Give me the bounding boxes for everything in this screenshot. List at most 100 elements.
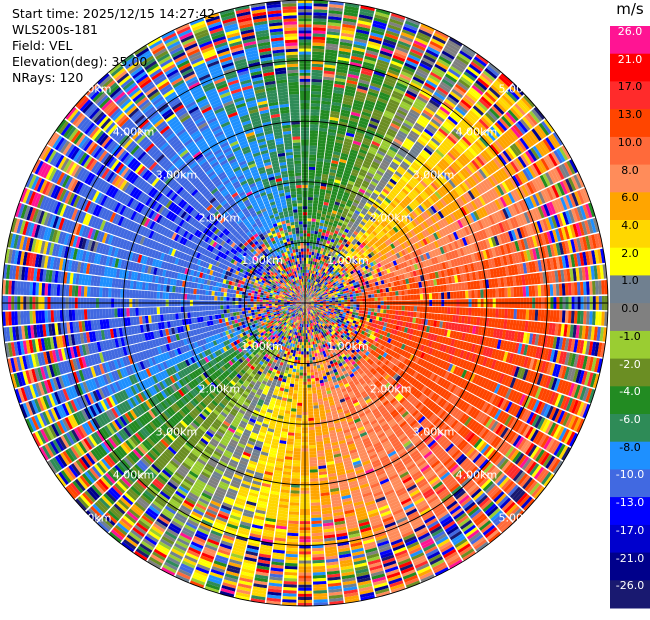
velocity-gate [358,290,362,293]
velocity-gate [501,309,505,319]
velocity-gate [308,191,313,194]
velocity-gate [332,299,335,301]
velocity-gate [332,304,335,306]
velocity-gate [332,305,335,307]
velocity-gate [341,298,344,300]
velocity-gate [375,305,378,309]
velocity-gate [353,299,356,302]
velocity-gate [308,197,313,200]
velocity-gate [429,307,432,313]
velocity-gate [307,221,311,224]
velocity-gate [314,188,320,192]
velocity-gate [316,222,320,226]
velocity-gate [311,255,314,258]
velocity-gate [353,307,356,310]
velocity-gate [312,218,316,222]
velocity-gate [307,224,311,227]
velocity-gate [313,203,318,207]
velocity-gate [347,309,350,312]
velocity-gate [510,309,514,319]
velocity-gate [416,312,420,318]
velocity-gate [314,231,318,235]
velocity-gate [344,308,347,310]
velocity-gate [311,103,321,107]
velocity-gate [308,258,310,261]
velocity-gate [317,238,321,242]
velocity-gate [313,206,318,209]
velocity-gate [507,309,511,319]
velocity-gate [407,311,411,316]
velocity-gate [387,305,390,309]
velocity-gate [308,203,313,206]
velocity-gate [420,306,423,312]
velocity-gate [471,290,474,298]
velocity-gate [349,292,352,295]
velocity-gate [341,296,344,298]
velocity-gate [344,300,347,302]
velocity-gate [390,296,393,300]
velocity-gate [372,305,375,308]
velocity-gate [398,291,401,296]
velocity-gate [405,306,408,311]
velocity-gate [438,307,441,314]
velocity-gate [583,311,587,324]
velocity-gate [459,291,462,299]
velocity-gate [307,233,310,236]
velocity-gate [311,109,320,113]
velocity-gate [386,292,390,296]
velocity-gate [377,313,381,317]
velocity-gate [526,309,530,320]
velocity-gate [410,289,414,294]
velocity-gate [526,286,530,297]
velocity-gate [314,185,320,189]
velocity-gate [310,234,314,237]
velocity-gate [380,309,383,313]
velocity-gate [529,286,533,297]
velocity-gate [356,296,359,299]
velocity-gate [306,279,307,282]
velocity-gate [477,308,481,316]
velocity-gate [355,290,359,293]
velocity-gate [429,293,432,299]
velocity-gate [309,170,315,173]
velocity-gate [353,294,356,297]
velocity-gate [367,288,371,292]
velocity-gate [368,308,371,311]
velocity-gate [410,312,414,317]
velocity-gate [462,308,465,316]
velocity-gate [419,312,423,318]
velocity-gate [390,305,393,309]
velocity-gate [465,308,469,316]
velocity-gate [311,258,314,261]
velocity-gate [309,152,316,155]
velocity-gate [435,307,438,313]
velocity-gate [456,291,459,298]
velocity-gate [459,307,462,315]
velocity-gate [377,309,380,313]
velocity-gate [401,311,405,316]
velocity-gate [381,305,384,309]
velocity-gate [312,209,317,212]
velocity-gate [341,306,344,308]
velocity-gate [353,304,356,307]
velocity-gate [450,307,453,314]
velocity-gate [495,309,499,318]
velocity-gate [349,311,352,314]
velocity-gate [417,306,420,312]
velocity-gate [344,306,347,308]
velocity-gate [474,308,477,316]
velocity-gate [517,309,521,319]
velocity-gate [315,176,321,180]
velocity-gate [386,288,390,292]
velocity-gate [462,291,465,299]
velocity-gate [356,293,359,296]
velocity-gate [308,261,310,264]
velocity-gate [444,307,447,314]
velocity-gate [307,246,310,249]
velocity-gate [507,287,511,297]
velocity-gate [402,295,405,300]
velocity-gate [310,139,318,143]
velocity-gate [315,225,319,229]
velocity-gate [309,149,316,152]
velocity-gate [529,310,533,321]
